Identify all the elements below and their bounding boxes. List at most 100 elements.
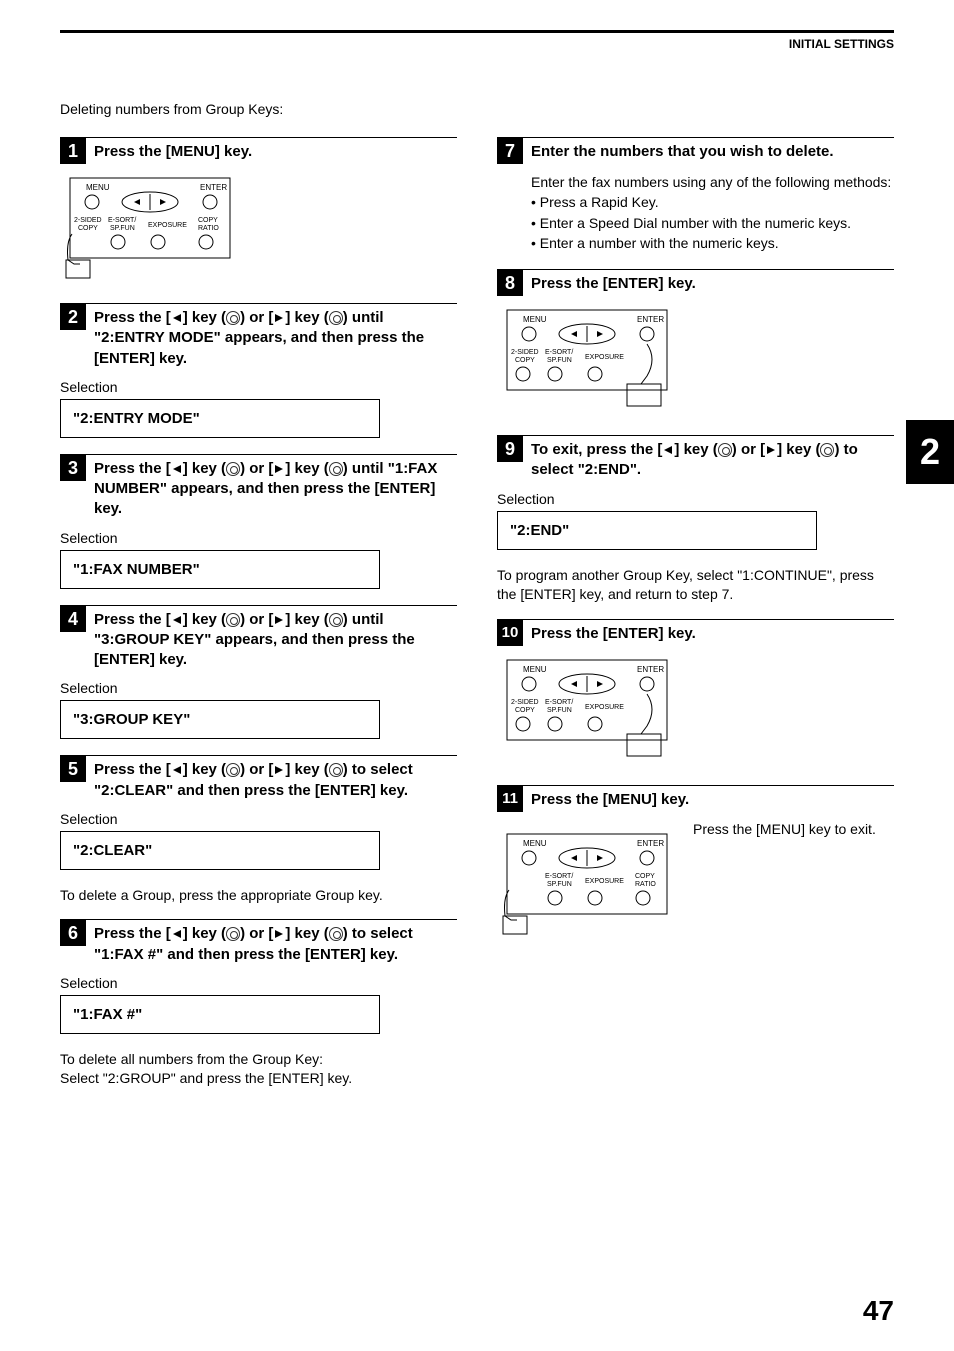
step-7: 7 Enter the numbers that you wish to del… <box>497 137 894 253</box>
svg-text:SP.FUN: SP.FUN <box>547 707 572 714</box>
display-box: "2:CLEAR" <box>60 831 380 870</box>
step-6: 6 Press the [] key () or [] key () to se… <box>60 919 457 1034</box>
step11-side-note: Press the [MENU] key to exit. <box>693 820 894 840</box>
display-box: "2:END" <box>497 511 817 550</box>
right-key-icon <box>329 927 343 941</box>
display-box: "2:ENTRY MODE" <box>60 399 380 438</box>
svg-text:COPY: COPY <box>515 707 535 714</box>
left-key-icon <box>226 613 240 627</box>
step-number: 11 <box>497 786 523 812</box>
svg-text:SP.FUN: SP.FUN <box>547 357 572 364</box>
svg-text:MENU: MENU <box>523 665 547 674</box>
note-step6: To delete all numbers from the Group Key… <box>60 1050 457 1089</box>
step7-item: Press a Rapid Key. <box>531 192 894 212</box>
left-key-icon <box>226 311 240 325</box>
svg-text:RATIO: RATIO <box>635 881 656 888</box>
step-4: 4 Press the [] key () or [] key () until… <box>60 605 457 740</box>
svg-text:EXPOSURE: EXPOSURE <box>148 222 187 229</box>
note-step9: To program another Group Key, select "1:… <box>497 566 894 605</box>
svg-text:E-SORT/: E-SORT/ <box>545 873 573 880</box>
right-key-icon <box>329 311 343 325</box>
svg-text:E-SORT/: E-SORT/ <box>545 349 573 356</box>
selection-label: Selection <box>60 975 457 991</box>
svg-text:ENTER: ENTER <box>637 839 664 848</box>
selection-label: Selection <box>60 811 457 827</box>
svg-text:EXPOSURE: EXPOSURE <box>585 704 624 711</box>
display-box: "1:FAX NUMBER" <box>60 550 380 589</box>
step7-item: Enter a Speed Dial number with the numer… <box>531 213 894 233</box>
selection-label: Selection <box>60 530 457 546</box>
step-8: 8 Press the [ENTER] key. MENU ENTER 2-SI… <box>497 269 894 419</box>
right-key-icon <box>329 613 343 627</box>
left-key-icon <box>226 462 240 476</box>
svg-text:E-SORT/: E-SORT/ <box>545 699 573 706</box>
step-5: 5 Press the [] key () or [] key () to se… <box>60 755 457 870</box>
step-number: 5 <box>60 756 86 782</box>
step-number: 4 <box>60 606 86 632</box>
step7-intro: Enter the fax numbers using any of the f… <box>531 172 894 192</box>
step7-item: Enter a number with the numeric keys. <box>531 233 894 253</box>
panel-label-enter: ENTER <box>200 183 227 192</box>
svg-text:COPY: COPY <box>198 217 218 224</box>
svg-text:2-SIDED: 2-SIDED <box>74 217 102 224</box>
step-11: 11 Press the [MENU] key. MENU ENTER <box>497 785 894 955</box>
step-number: 6 <box>60 920 86 946</box>
left-key-icon <box>226 927 240 941</box>
step-number: 10 <box>497 620 523 646</box>
svg-text:RATIO: RATIO <box>198 225 219 232</box>
step-number: 8 <box>497 270 523 296</box>
step-1: 1 Press the [MENU] key. MENU ENTER 2-SID… <box>60 137 457 287</box>
display-box: "1:FAX #" <box>60 995 380 1034</box>
step-number: 2 <box>60 304 86 330</box>
svg-text:COPY: COPY <box>515 357 535 364</box>
intro-text: Deleting numbers from Group Keys: <box>60 101 894 117</box>
step-title: Press the [] key () or [] key () until "… <box>94 459 457 520</box>
svg-text:COPY: COPY <box>635 873 655 880</box>
svg-text:ENTER: ENTER <box>637 315 664 324</box>
svg-text:E-SORT/: E-SORT/ <box>108 217 136 224</box>
step-title: Press the [ENTER] key. <box>531 624 696 644</box>
right-key-icon <box>329 763 343 777</box>
svg-text:MENU: MENU <box>523 315 547 324</box>
svg-text:COPY: COPY <box>78 225 98 232</box>
step-body: Enter the fax numbers using any of the f… <box>531 172 894 253</box>
control-panel-diagram: MENU ENTER E-SORT/ SP.FUN EXPOSURE COPY … <box>497 828 677 943</box>
step-number: 1 <box>60 138 86 164</box>
control-panel-diagram: MENU ENTER 2-SIDED COPY E-SORT/ SP.FUN E… <box>497 304 894 419</box>
step-number: 9 <box>497 436 523 462</box>
display-box: "3:GROUP KEY" <box>60 700 380 739</box>
step-title: Press the [] key () or [] key () to sele… <box>94 924 457 965</box>
step-title: Enter the numbers that you wish to delet… <box>531 142 834 162</box>
step-title: Press the [] key () or [] key () until "… <box>94 308 457 369</box>
selection-label: Selection <box>60 379 457 395</box>
selection-label: Selection <box>60 680 457 696</box>
note-step5: To delete a Group, press the appropriate… <box>60 886 457 906</box>
control-panel-diagram: MENU ENTER 2-SIDED COPY E-SORT/ SP.FUN E… <box>60 172 457 287</box>
step-number: 3 <box>60 455 86 481</box>
svg-text:SP.FUN: SP.FUN <box>547 881 572 888</box>
svg-text:SP.FUN: SP.FUN <box>110 225 135 232</box>
step-title: Press the [] key () or [] key () until "… <box>94 610 457 671</box>
selection-label: Selection <box>497 491 894 507</box>
control-panel-diagram: MENU ENTER 2-SIDED COPY E-SORT/ SP.FUN E… <box>497 654 894 769</box>
svg-text:ENTER: ENTER <box>637 665 664 674</box>
step-title: Press the [ENTER] key. <box>531 274 696 294</box>
step-9: 9 To exit, press the [] key () or [] key… <box>497 435 894 550</box>
panel-label-menu: MENU <box>86 183 110 192</box>
step-10: 10 Press the [ENTER] key. MENU ENTER 2-S… <box>497 619 894 769</box>
header-section: INITIAL SETTINGS <box>60 37 894 51</box>
svg-text:EXPOSURE: EXPOSURE <box>585 878 624 885</box>
svg-text:EXPOSURE: EXPOSURE <box>585 354 624 361</box>
left-key-icon <box>226 763 240 777</box>
step-2: 2 Press the [] key () or [] key () until… <box>60 303 457 438</box>
svg-text:MENU: MENU <box>523 839 547 848</box>
step-title: Press the [MENU] key. <box>531 790 689 810</box>
right-column: 7 Enter the numbers that you wish to del… <box>497 137 894 1103</box>
left-column: 1 Press the [MENU] key. MENU ENTER 2-SID… <box>60 137 457 1103</box>
step-number: 7 <box>497 138 523 164</box>
right-key-icon <box>329 462 343 476</box>
step-title: Press the [MENU] key. <box>94 142 252 162</box>
svg-text:2-SIDED: 2-SIDED <box>511 349 539 356</box>
step-3: 3 Press the [] key () or [] key () until… <box>60 454 457 589</box>
header-rule <box>60 30 894 33</box>
